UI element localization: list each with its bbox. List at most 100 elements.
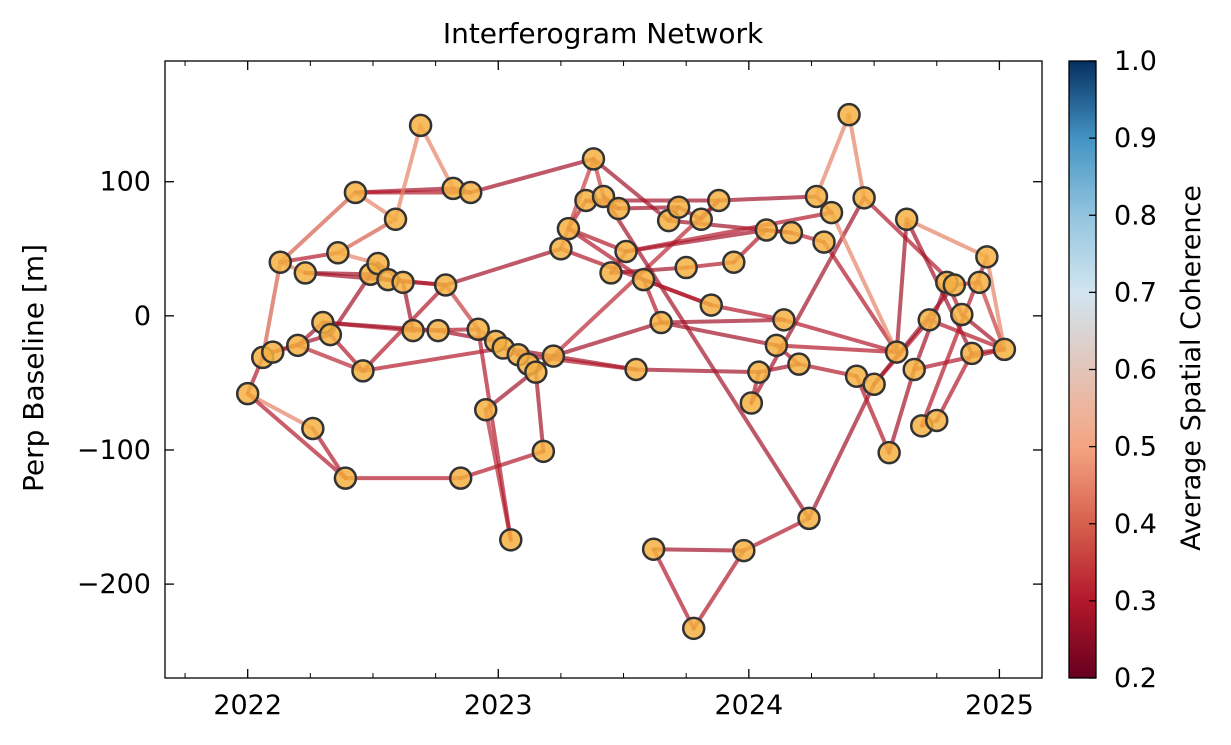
colorbar-tick-label: 0.6 [1114, 355, 1157, 386]
acquisition-point [732, 538, 756, 563]
y-tick-label: 0 [134, 301, 151, 332]
points-layer [235, 102, 1017, 641]
network-edge [806, 382, 877, 521]
network-edge [476, 327, 513, 542]
acquisition-point [960, 341, 984, 366]
acquisition-point [408, 113, 433, 138]
network-edge [659, 317, 786, 325]
network-edge [260, 260, 283, 360]
acquisition-point [473, 397, 498, 422]
acquisition-point [707, 188, 731, 213]
acquisition-point [333, 466, 358, 490]
colorbar: 1.0 0.9 0.8 0.7 0.6 0.5 0.4 0.3 0.2 Average Spat… [1068, 46, 1207, 694]
acquisition-point [631, 267, 656, 292]
network-edge [862, 195, 957, 287]
acquisition-point [318, 322, 343, 347]
acquisition-point [942, 273, 967, 297]
acquisition-point [326, 241, 350, 265]
acquisition-point [894, 207, 919, 232]
colorbar-tick-label: 0.2 [1114, 663, 1157, 694]
x-tick-label: 2022 [213, 690, 282, 721]
acquisition-point [391, 270, 415, 295]
network-edge [984, 254, 1007, 352]
network-edge [894, 217, 909, 355]
network-edge [872, 282, 957, 387]
acquisition-point [812, 230, 836, 254]
network-edge [716, 194, 819, 203]
network-edge [934, 351, 974, 423]
network-edge [591, 156, 671, 223]
network-edge [659, 320, 779, 348]
acquisition-point [666, 195, 691, 219]
acquisition-point [884, 340, 909, 364]
acquisition-point [624, 357, 648, 382]
colorbar-label: Average Spatial Coherence [1176, 185, 1207, 551]
acquisition-point [950, 302, 974, 327]
acquisition-point [549, 237, 573, 261]
acquisition-point [606, 196, 631, 221]
acquisition-point [556, 216, 581, 241]
x-tick-label: 2024 [714, 690, 783, 721]
acquisition-point [614, 239, 638, 264]
acquisition-point [466, 317, 490, 342]
network-edge [393, 123, 423, 222]
network-edge [904, 217, 989, 259]
acquisition-point [268, 250, 293, 274]
network-edge [977, 280, 1007, 352]
network-edge [533, 198, 721, 375]
colorbar-tick-label: 0.3 [1114, 586, 1157, 617]
network-edge [814, 112, 852, 199]
acquisition-point [448, 466, 473, 490]
network-edge [781, 317, 899, 355]
acquisition-point [754, 218, 779, 242]
acquisition-point [343, 180, 368, 205]
acquisition-point [599, 261, 623, 285]
axes-layer: 2022 2023 2024 2025 100 0 −100 −200 [77, 60, 1043, 721]
acquisition-point [499, 528, 523, 552]
acquisition-point [917, 308, 941, 332]
acquisition-point [779, 220, 804, 245]
network-edge [278, 190, 358, 265]
acquisition-point [992, 337, 1017, 362]
acquisition-point [286, 333, 310, 358]
network-edge [691, 548, 746, 631]
acquisition-point [819, 200, 844, 225]
acquisition-point [862, 372, 886, 397]
acquisition-point [531, 439, 556, 464]
network-edge [912, 347, 1007, 372]
acquisition-point [260, 340, 285, 364]
network-edge [709, 303, 786, 322]
network-edge [651, 547, 746, 553]
acquisition-point [301, 416, 325, 441]
acquisition-point [591, 184, 616, 209]
network-edge [443, 246, 563, 287]
acquisition-point [401, 318, 425, 343]
network-edge [533, 370, 546, 454]
x-tick-label: 2025 [965, 690, 1034, 721]
network-edge [829, 210, 899, 355]
chart-title: Interferogram Network [443, 17, 764, 50]
network-edge [854, 374, 892, 455]
acquisition-point [772, 308, 796, 332]
acquisition-point [764, 333, 789, 358]
acquisition-point [433, 273, 458, 297]
network-edge [651, 547, 696, 631]
network-edge [468, 156, 596, 195]
acquisition-point [235, 381, 260, 406]
network-edge [887, 367, 917, 455]
acquisition-point [581, 147, 606, 171]
colorbar-tick-label: 0.4 [1114, 509, 1157, 540]
colorbar-tick-label: 0.5 [1114, 432, 1157, 463]
network-edge [927, 317, 1007, 352]
network-edge [516, 352, 639, 372]
acquisition-point [739, 391, 764, 415]
network-edge [822, 240, 899, 355]
acquisition-point [293, 261, 318, 285]
acquisition-point [649, 310, 673, 335]
acquisition-point [787, 352, 811, 376]
y-tick-label: 100 [99, 167, 151, 198]
acquisition-point [747, 360, 771, 384]
network-edge [245, 391, 348, 481]
acquisition-point [458, 180, 483, 205]
